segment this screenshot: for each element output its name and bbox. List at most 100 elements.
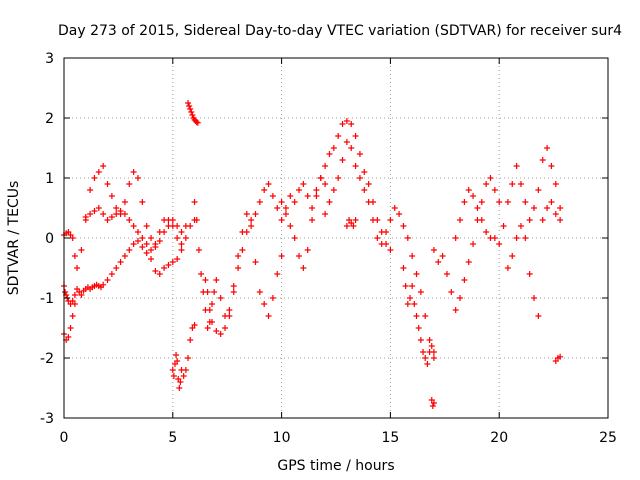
x-tick-label: 5 (168, 430, 177, 446)
data-point (226, 313, 233, 319)
data-point (361, 187, 368, 193)
data-point (252, 259, 259, 265)
data-point (226, 307, 233, 313)
data-point (69, 313, 76, 319)
series-sur4-l (400, 265, 437, 367)
data-point (169, 259, 176, 265)
data-point (121, 253, 128, 259)
data-point (478, 217, 485, 223)
data-point (322, 181, 329, 187)
data-point (309, 205, 316, 211)
data-point (74, 265, 81, 271)
data-point (522, 235, 529, 241)
data-point (248, 217, 255, 223)
data-point (330, 145, 337, 151)
data-point (552, 181, 559, 187)
data-point (500, 223, 507, 229)
data-point (487, 175, 494, 181)
data-point (161, 265, 168, 271)
data-point (457, 217, 464, 223)
data-point (126, 247, 133, 253)
data-point (491, 187, 498, 193)
data-point (413, 313, 420, 319)
data-point (148, 235, 155, 241)
data-point (235, 265, 242, 271)
series-sur4-h (202, 175, 329, 337)
data-point (100, 211, 107, 217)
data-point (278, 217, 285, 223)
data-point (526, 271, 533, 277)
data-point (457, 295, 464, 301)
data-point (230, 283, 237, 289)
data-point (465, 259, 472, 265)
data-point (348, 121, 355, 127)
data-point (404, 235, 411, 241)
data-point (428, 343, 435, 349)
data-points (61, 100, 564, 409)
data-point (309, 217, 316, 223)
data-point (352, 217, 359, 223)
data-point (62, 289, 69, 295)
data-point (193, 119, 200, 126)
data-point (169, 217, 176, 223)
data-point (87, 211, 94, 217)
data-point (208, 301, 215, 307)
data-point (148, 247, 155, 253)
data-point (126, 181, 133, 187)
data-point (95, 205, 102, 211)
data-point (361, 169, 368, 175)
data-point (415, 325, 422, 331)
data-point (430, 355, 437, 361)
data-point (235, 253, 242, 259)
data-point (522, 199, 529, 205)
data-point (87, 187, 94, 193)
data-point (430, 400, 437, 406)
data-point (169, 367, 176, 373)
series-sur4-j (322, 139, 437, 361)
data-point (509, 253, 516, 259)
x-tick-label: 10 (273, 430, 291, 446)
data-point (296, 187, 303, 193)
data-point (509, 181, 516, 187)
data-point (130, 241, 137, 247)
data-point (243, 229, 250, 235)
series-sur4-o (452, 187, 503, 247)
data-point (143, 241, 150, 247)
data-point (557, 205, 564, 211)
data-point (400, 265, 407, 271)
data-point (335, 133, 342, 139)
data-point (252, 211, 259, 217)
data-point (256, 289, 263, 295)
data-point (180, 373, 187, 379)
data-point (539, 157, 546, 163)
data-point (173, 352, 180, 358)
data-point (213, 277, 220, 283)
data-point (430, 247, 437, 253)
data-point (417, 289, 424, 295)
data-point (269, 295, 276, 301)
data-point (504, 199, 511, 205)
data-point (261, 301, 268, 307)
data-point (420, 349, 427, 355)
data-point (339, 157, 346, 163)
data-point (313, 187, 320, 193)
data-point (304, 247, 311, 253)
data-point (130, 223, 137, 229)
data-point (356, 175, 363, 181)
data-point (448, 289, 455, 295)
data-point (313, 193, 320, 199)
data-point (470, 193, 477, 199)
data-point (374, 235, 381, 241)
data-point (174, 358, 181, 364)
data-point (330, 187, 337, 193)
data-point (287, 193, 294, 199)
data-point (409, 283, 416, 289)
y-tick-label: 2 (45, 111, 54, 127)
data-point (513, 235, 520, 241)
data-point (343, 223, 350, 229)
series-sur4-q (504, 199, 564, 319)
data-point (378, 241, 385, 247)
data-point (496, 241, 503, 247)
data-point (404, 301, 411, 307)
